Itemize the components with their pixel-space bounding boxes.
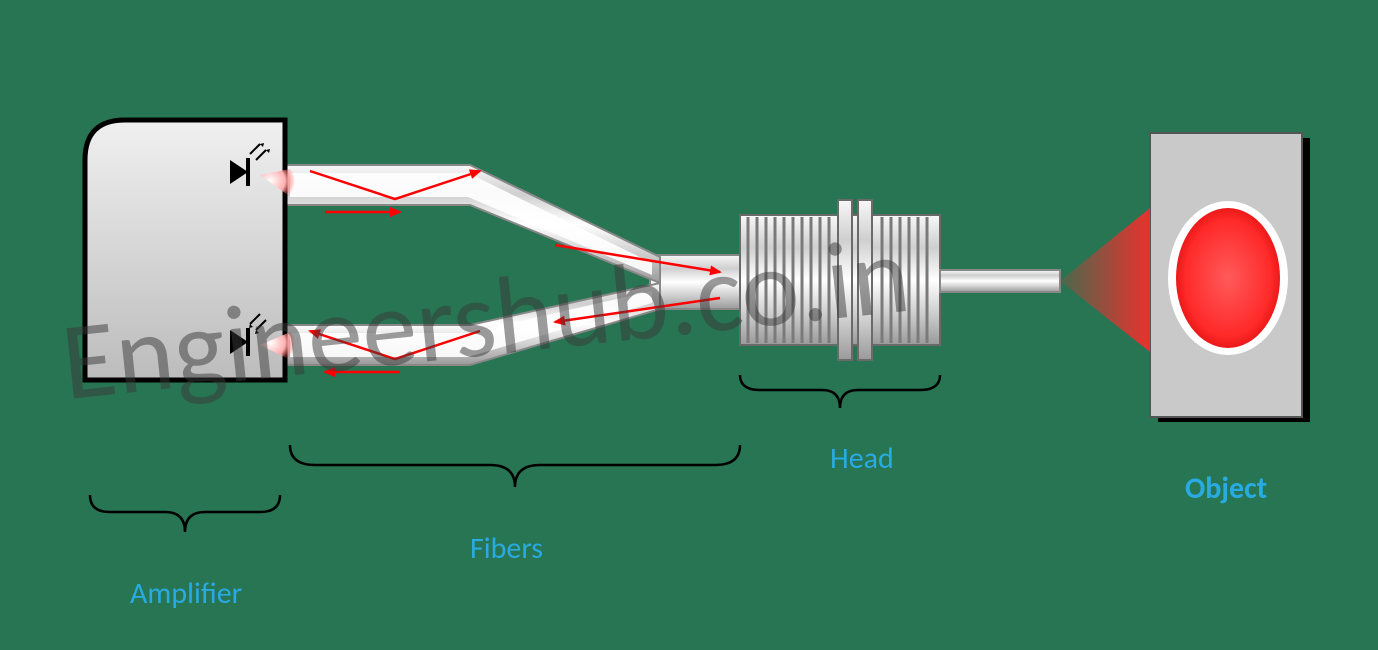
- spot: [1176, 208, 1280, 348]
- label-amplifier: Amplifier: [130, 575, 242, 612]
- diagram-canvas: Engineershub.co.in Amplifier Fibers Head…: [0, 0, 1378, 650]
- diagram-svg: [0, 0, 1378, 650]
- amplifier-box: [85, 120, 295, 380]
- label-fibers: Fibers: [470, 530, 543, 567]
- label-head: Head: [830, 440, 894, 477]
- object-panel: [1150, 133, 1310, 422]
- label-object: Object: [1185, 470, 1267, 507]
